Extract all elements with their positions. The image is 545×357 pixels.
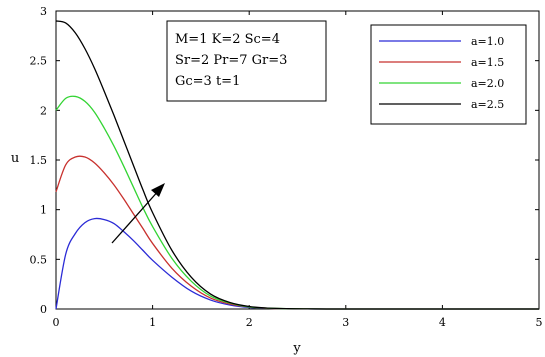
series-line-a15 <box>55 155 539 310</box>
legend-label-a25: a=2.5 <box>471 98 504 111</box>
trend-arrow-head <box>151 183 165 197</box>
trend-arrow-shaft <box>111 188 161 244</box>
x-tick-label: 4 <box>439 316 446 329</box>
x-tick-label: 2 <box>246 316 253 329</box>
parameter-line-3: Gc=3 t=1 <box>175 74 240 89</box>
series-line-a25 <box>55 20 539 310</box>
parameter-box: M=1 K=2 Sc=4 Sr=2 Pr=7 Gr=3 Gc=3 t=1 <box>166 20 327 102</box>
x-tick-label: 1 <box>149 316 156 329</box>
y-tick-label: 3 <box>40 5 47 18</box>
y-tick-label: 2 <box>40 104 47 117</box>
legend-label-a15: a=1.5 <box>471 56 504 69</box>
parameter-line-2: Sr=2 Pr=7 Gr=3 <box>175 53 287 68</box>
series-lines <box>55 20 539 310</box>
x-tick-label: 5 <box>536 316 543 329</box>
ticks: 0 1 2 3 4 5 0 0.5 1 1.5 2 2.5 3 <box>30 5 543 329</box>
y-axis-label: u <box>11 151 19 166</box>
y-tick-label: 2.5 <box>30 55 48 68</box>
series-line-a20 <box>55 95 539 310</box>
y-tick-label: 0.5 <box>30 253 48 266</box>
x-tick-label: 0 <box>53 316 60 329</box>
parameter-line-1: M=1 K=2 Sc=4 <box>175 32 280 47</box>
x-tick-label: 3 <box>342 316 349 329</box>
series-line-a10 <box>55 217 539 310</box>
y-tick-label: 1 <box>40 204 47 217</box>
legend-label-a10: a=1.0 <box>471 35 504 48</box>
y-tick-label: 1.5 <box>30 154 48 167</box>
legend-label-a20: a=2.0 <box>471 77 504 90</box>
parameter-box-frame <box>166 20 327 102</box>
y-tick-label: 0 <box>40 303 47 316</box>
legend: a=1.0 a=1.5 a=2.0 a=2.5 <box>370 24 527 125</box>
trend-arrow <box>111 183 165 244</box>
x-axis-label: y <box>292 341 301 356</box>
